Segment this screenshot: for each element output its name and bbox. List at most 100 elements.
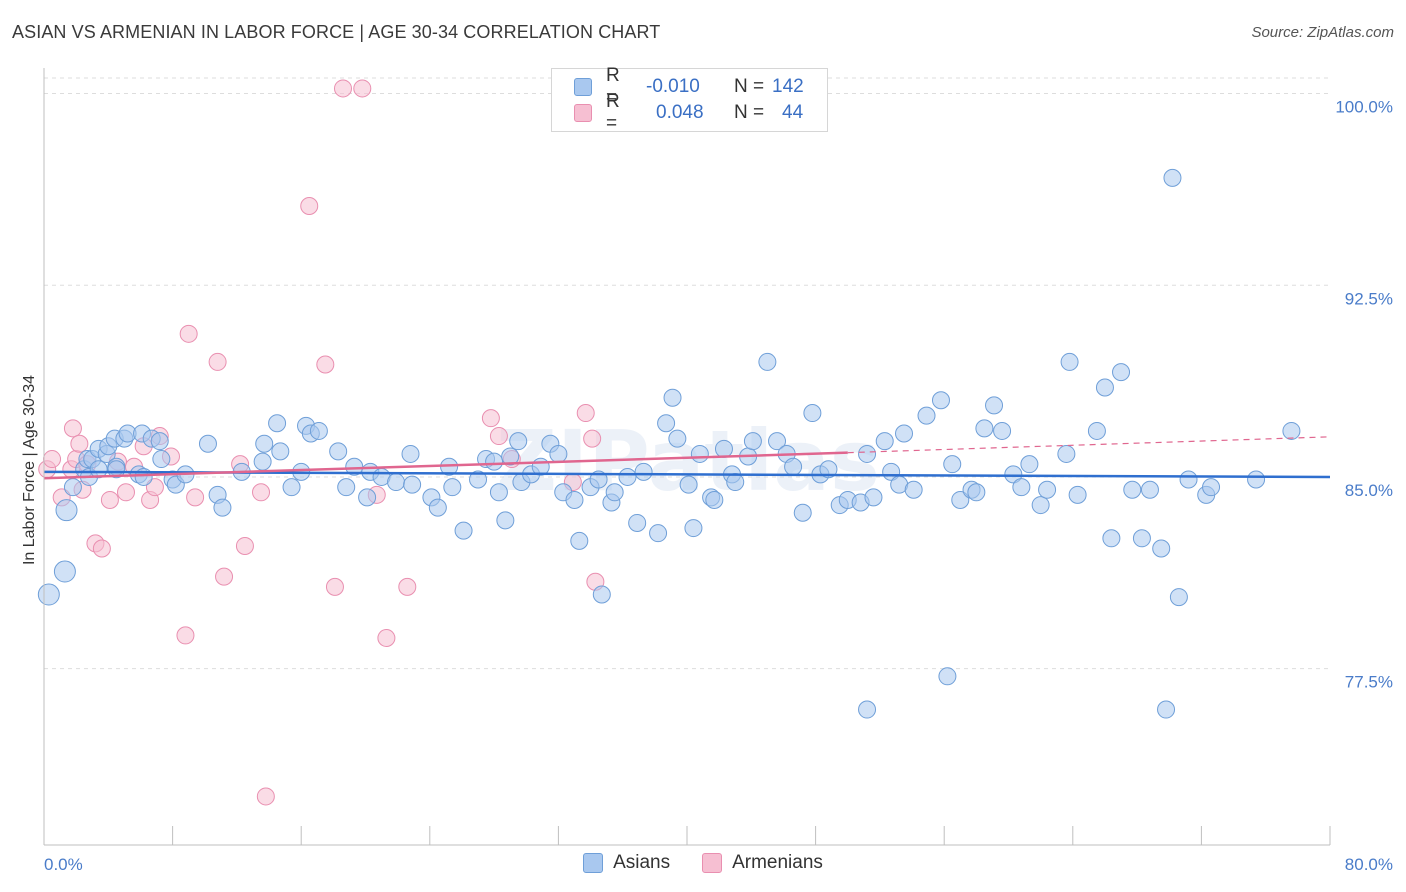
armenian-point xyxy=(353,79,372,98)
asian-point xyxy=(649,524,668,543)
y-tick-label: 85.0% xyxy=(1345,481,1393,500)
armenian-point xyxy=(208,352,227,371)
asians-swatch xyxy=(583,853,604,873)
asian-point xyxy=(657,414,676,433)
asian-point xyxy=(443,478,462,497)
asian-point xyxy=(63,478,82,497)
r-value: -0.010 xyxy=(646,76,700,97)
asian-point xyxy=(793,503,812,522)
asian-point xyxy=(684,519,703,538)
armenian-point xyxy=(252,483,271,502)
asian-point xyxy=(1031,496,1050,515)
asian-point xyxy=(469,470,488,489)
legend-item-armenians: Armenians xyxy=(702,852,823,874)
armenians-trend-extension xyxy=(847,436,1331,454)
armenians-swatch xyxy=(574,104,592,122)
armenian-point xyxy=(116,483,135,502)
asian-point xyxy=(501,447,520,466)
asian-point xyxy=(329,442,348,461)
asian-point xyxy=(690,444,709,463)
asian-point xyxy=(496,511,515,530)
armenians-points xyxy=(38,79,605,806)
asian-point xyxy=(975,419,994,438)
asian-point xyxy=(489,483,508,502)
asian-point xyxy=(403,475,422,494)
asian-point xyxy=(605,483,624,502)
armenian-point xyxy=(377,628,396,647)
asian-point xyxy=(509,432,528,451)
legend-row-armenians: R = 0.048 N = 44 xyxy=(574,91,816,134)
stats-legend: R = -0.010 N = 142 R = 0.048 N = 44 xyxy=(551,65,828,134)
asian-point xyxy=(358,488,377,507)
x-tick-label: 80.0% xyxy=(1345,855,1393,874)
trend-lines xyxy=(43,436,1331,480)
asian-point xyxy=(1179,470,1198,489)
armenian-point xyxy=(398,577,417,596)
asian-point xyxy=(875,432,894,451)
legend-row-asians: R = -0.010 N = 142 xyxy=(574,65,816,108)
asian-point xyxy=(938,667,957,686)
axes: 77.5% 85.0% 92.5% 100.0% 0.0% 80.0% xyxy=(43,68,1393,874)
asian-point xyxy=(1157,700,1176,719)
asian-point xyxy=(37,583,60,606)
asian-point xyxy=(198,434,217,453)
legend-item-asians: Asians xyxy=(583,852,670,874)
armenian-point xyxy=(489,427,508,446)
asian-point xyxy=(337,478,356,497)
asian-point xyxy=(428,498,447,517)
asian-point xyxy=(1169,588,1188,607)
asian-point xyxy=(1247,470,1266,489)
armenian-point xyxy=(576,404,595,423)
asian-point xyxy=(628,513,647,532)
asian-point xyxy=(565,490,584,509)
asian-point xyxy=(1282,421,1301,440)
asian-point xyxy=(152,450,171,469)
asian-point xyxy=(663,388,682,407)
asian-point xyxy=(1112,363,1131,382)
source-credit: Source: ZipAtlas.com xyxy=(1251,24,1394,41)
asian-point xyxy=(904,480,923,499)
asian-point xyxy=(1057,444,1076,463)
armenians-trend-line xyxy=(43,451,848,480)
asian-point xyxy=(1123,480,1142,499)
armenian-point xyxy=(325,577,344,596)
asian-point xyxy=(758,352,777,371)
asian-point xyxy=(895,424,914,443)
asian-point xyxy=(1102,529,1121,548)
y-tick-label: 77.5% xyxy=(1345,673,1393,692)
asian-point xyxy=(1152,539,1171,558)
n-label: N = xyxy=(734,76,765,97)
asian-point xyxy=(1068,485,1087,504)
armenian-point xyxy=(145,478,164,497)
asian-point xyxy=(985,396,1004,415)
asian-point xyxy=(943,455,962,474)
asian-point xyxy=(668,429,687,448)
n-label: N = xyxy=(734,102,765,123)
asian-point xyxy=(592,585,611,604)
asian-point xyxy=(931,391,950,410)
asian-point xyxy=(1087,421,1106,440)
armenian-point xyxy=(43,450,62,469)
n-value: 44 xyxy=(782,102,804,123)
asian-point xyxy=(803,404,822,423)
asian-point xyxy=(864,488,883,507)
armenian-point xyxy=(63,419,82,438)
asian-point xyxy=(819,460,838,479)
legend-label-armenians: Armenians xyxy=(732,852,823,873)
asian-point xyxy=(282,478,301,497)
asian-point xyxy=(705,490,724,509)
asian-point xyxy=(1038,480,1057,499)
asian-point xyxy=(917,406,936,425)
armenian-point xyxy=(333,79,352,98)
asians-trend-line xyxy=(43,470,1331,479)
asian-point xyxy=(150,432,169,451)
asian-point xyxy=(679,475,698,494)
asian-point xyxy=(213,498,232,517)
asian-point xyxy=(618,467,637,486)
n-value: 142 xyxy=(772,76,804,97)
asian-point xyxy=(570,531,589,550)
asian-point xyxy=(387,473,406,492)
asian-point xyxy=(1163,168,1182,187)
asian-point xyxy=(55,499,78,522)
